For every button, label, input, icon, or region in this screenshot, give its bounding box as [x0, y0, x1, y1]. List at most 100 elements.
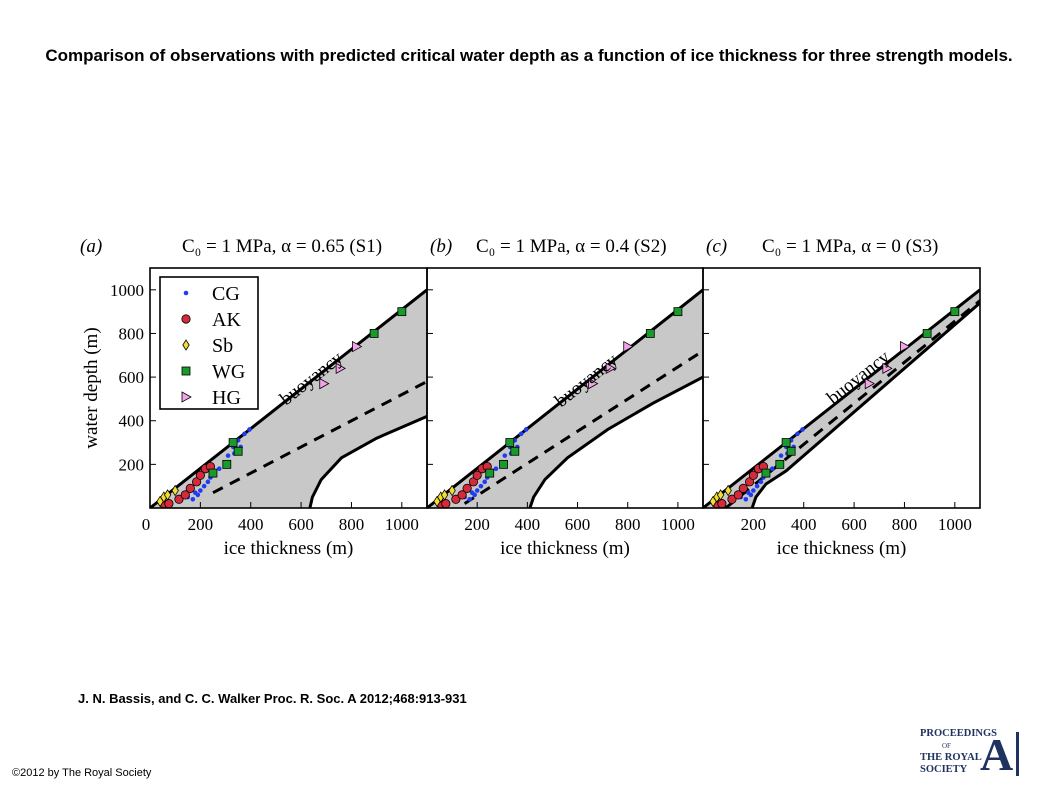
- x-tick-label: 200: [741, 515, 767, 534]
- legend: CG AK Sb WG HG: [159, 276, 259, 410]
- data-point-cg: [769, 466, 775, 472]
- data-point-ak: [472, 470, 482, 480]
- data-point-hg: [864, 377, 876, 390]
- x-tick-label: 600: [841, 515, 867, 534]
- x-tick-label: 600: [288, 515, 314, 534]
- logo-text: PROCEEDINGS OF THE ROYAL SOCIETY: [920, 728, 997, 776]
- legend-marker-sb: [182, 339, 190, 351]
- journal-logo: PROCEEDINGS OF THE ROYAL SOCIETY A: [920, 728, 1020, 782]
- data-point-cg: [225, 453, 231, 458]
- data-point-wg: [922, 329, 932, 338]
- logo-rule: [1016, 732, 1019, 776]
- dashed-curve: [463, 349, 703, 505]
- data-point-ak: [748, 470, 758, 480]
- lower-curve: [750, 301, 980, 508]
- data-point-ak: [733, 490, 743, 500]
- data-point-wg: [781, 438, 791, 447]
- data-point-ak: [180, 490, 190, 500]
- x-axis-label: ice thickness (m): [500, 538, 630, 559]
- data-point-sb: [171, 484, 179, 497]
- x-tick-label: 1000: [938, 515, 972, 534]
- data-point-wg: [228, 438, 238, 447]
- data-point-ak: [164, 499, 174, 508]
- data-point-cg: [746, 490, 751, 496]
- panel-label: (b): [430, 236, 452, 257]
- logo-line4: SOCIETY: [920, 764, 968, 775]
- data-point-cg: [795, 431, 800, 437]
- lower-curve: [308, 415, 427, 508]
- data-point-hg: [335, 362, 346, 375]
- x-tick-label: 800: [892, 515, 918, 534]
- x-tick-label: 200: [464, 515, 490, 534]
- x-tick-label: 800: [339, 515, 365, 534]
- buoyancy-line: [427, 288, 703, 508]
- data-point-cg: [482, 479, 488, 485]
- data-point-cg: [474, 488, 480, 493]
- data-point-cg: [751, 488, 756, 493]
- logo-line2: OF: [942, 742, 951, 750]
- data-point-hg: [319, 377, 330, 390]
- chart-panel-2: 200 400 600 800 1000 ice thickness (m) (b) C₀ =…: [426, 236, 704, 559]
- dashed-curve: [724, 299, 980, 508]
- data-point-cg: [205, 479, 211, 485]
- x-axis-label: ice thickness (m): [777, 538, 907, 559]
- legend-label-sb: Sb: [212, 335, 233, 357]
- data-point-ak: [462, 483, 472, 493]
- data-point-hg: [900, 340, 911, 353]
- data-point-sb: [716, 489, 725, 501]
- data-point-ak: [441, 499, 451, 508]
- chart-panel-3: 200 400 600 800 1000 ice thickness (m) (c) C₀ =…: [702, 236, 981, 559]
- data-point-wg: [233, 446, 243, 456]
- logo-line3: THE ROYAL: [920, 752, 982, 763]
- data-point-cg: [800, 427, 805, 432]
- data-point-wg: [645, 329, 655, 338]
- data-point-hg: [352, 340, 363, 353]
- panel-title: C₀ = 1 MPa, α = 0.65 (S1): [182, 236, 382, 257]
- data-point-ak: [727, 494, 737, 504]
- panel-title: C₀ = 1 MPa, α = 0 (S3): [762, 236, 938, 257]
- data-point-wg: [775, 459, 785, 469]
- data-point-cg: [193, 490, 198, 496]
- data-point-wg: [786, 446, 796, 456]
- data-point-sb: [448, 484, 456, 497]
- data-point-cg: [523, 427, 529, 432]
- data-point-ak: [174, 494, 184, 504]
- data-point-hg: [588, 377, 599, 390]
- data-point-wg: [510, 446, 520, 456]
- data-point-cg: [247, 427, 252, 432]
- x-tick-label: 800: [615, 515, 641, 534]
- data-point-cg: [518, 431, 524, 437]
- plot-area: [427, 288, 703, 508]
- copyright: ©2012 by The Royal Society: [12, 767, 152, 779]
- chart-panel-1: 200 400 600 800 1000 200 400 600 800 1000 0 ice thi…: [80, 236, 428, 559]
- data-point-cg: [201, 483, 207, 489]
- data-point-wg: [369, 329, 379, 338]
- legend-label-wg: WG: [212, 361, 245, 383]
- data-point-wg: [505, 438, 515, 447]
- x-tick-label: 200: [188, 515, 214, 534]
- origin-label: 0: [142, 515, 151, 534]
- data-point-sb: [440, 489, 449, 501]
- data-point-wg: [950, 307, 960, 317]
- data-point-cg: [493, 466, 499, 472]
- data-point-ak: [457, 490, 467, 500]
- x-tick-label: 400: [515, 515, 541, 534]
- data-point-wg: [222, 459, 232, 469]
- y-tick-label: 800: [119, 324, 145, 343]
- buoyancy-line: [150, 288, 427, 508]
- legend-box: [159, 276, 259, 410]
- plot-area: [150, 288, 427, 508]
- data-point-cg: [190, 496, 196, 502]
- data-point-cg: [758, 479, 764, 485]
- legend-marker-wg: [181, 366, 191, 376]
- plot-area: [703, 288, 980, 508]
- logo-line1: PROCEEDINGS: [920, 728, 998, 739]
- x-tick-label: 1000: [385, 515, 419, 534]
- y-tick-label: 400: [119, 412, 145, 431]
- dashed-curve: [212, 380, 427, 495]
- data-point-ak: [717, 499, 727, 508]
- data-point-ak: [185, 483, 195, 493]
- data-point-hg: [882, 362, 893, 375]
- data-point-cg: [242, 431, 247, 437]
